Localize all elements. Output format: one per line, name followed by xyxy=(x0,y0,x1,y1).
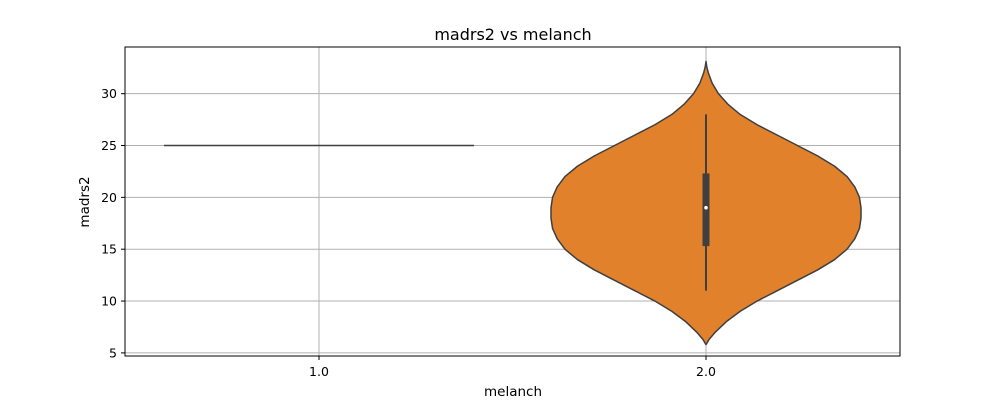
y-tick-label: 10 xyxy=(101,294,117,309)
x-tick-label: 2.0 xyxy=(696,364,716,379)
y-tick-label: 5 xyxy=(109,345,117,360)
plot-frame xyxy=(124,46,901,357)
violin-iqr-box xyxy=(702,173,710,247)
x-tick-label: 1.0 xyxy=(309,364,329,379)
y-axis-label: madrs2 xyxy=(77,176,93,227)
violin-median-dot xyxy=(704,205,708,210)
x-axis-label: melanch xyxy=(484,384,542,400)
y-axis-ticks: 5 10 15 20 25 30 xyxy=(101,86,125,360)
y-tick-label: 30 xyxy=(101,86,117,101)
y-tick-label: 20 xyxy=(101,190,117,205)
x-axis-ticks: 1.0 2.0 xyxy=(309,356,716,379)
y-tick-label: 15 xyxy=(101,242,117,257)
violins-layer xyxy=(164,60,862,346)
chart-title: madrs2 vs melanch xyxy=(434,25,591,44)
y-tick-label: 25 xyxy=(101,138,117,153)
